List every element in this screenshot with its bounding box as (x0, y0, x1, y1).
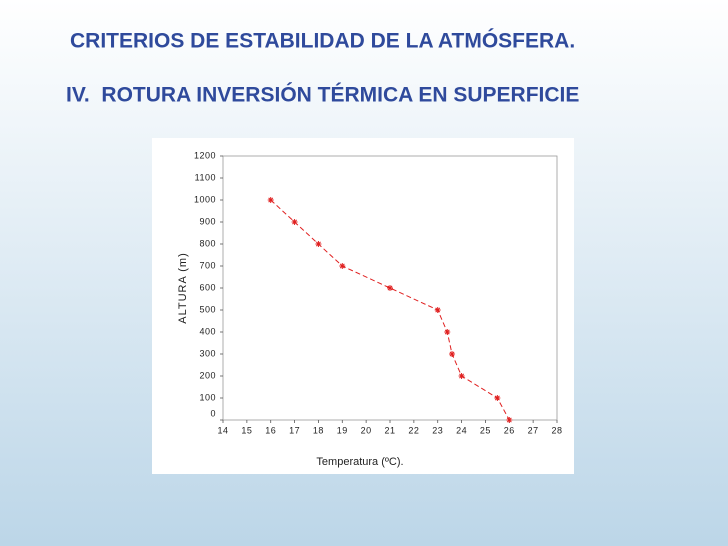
data-point (494, 395, 501, 401)
data-point (506, 417, 513, 423)
x-tick-label: 17 (289, 425, 300, 435)
y-tick-label: 400 (199, 326, 216, 336)
x-tick-label: 22 (408, 425, 419, 435)
x-tick-label: 19 (337, 425, 348, 435)
x-tick-label: 21 (384, 425, 395, 435)
chart-panel (152, 138, 574, 474)
y-tick-label: 300 (199, 348, 216, 358)
data-point (387, 285, 393, 291)
x-tick-label: 25 (480, 425, 491, 435)
x-axis-label: Temperatura (ºC). (316, 456, 403, 468)
slide-subtitle: IV. ROTURA INVERSIÓN TÉRMICA EN SUPERFIC… (66, 83, 579, 107)
y-tick-label: 900 (199, 216, 216, 226)
x-tick-label: 14 (217, 425, 228, 435)
data-point (434, 307, 441, 313)
x-tick-label: 16 (265, 425, 276, 435)
data-point (444, 329, 451, 335)
y-tick-label: 500 (199, 304, 216, 314)
y-tick-label: 100 (199, 392, 216, 402)
y-tick-label: 1200 (194, 150, 216, 160)
y-tick-label: 600 (199, 282, 216, 292)
data-point (267, 197, 274, 203)
x-tick-label: 26 (504, 425, 515, 435)
x-tick-label: 15 (241, 425, 252, 435)
y-tick-label: 1000 (194, 194, 216, 204)
x-tick-label: 27 (528, 425, 539, 435)
y-tick-label: 800 (199, 238, 216, 248)
data-point (291, 219, 298, 225)
y-tick-label: 1100 (195, 172, 216, 182)
data-point (315, 241, 322, 247)
y-axis-label: ALTURA (m) (177, 252, 189, 324)
slide-title: CRITERIOS DE ESTABILIDAD DE LA ATMÓSFERA… (70, 29, 575, 53)
y-tick-label: 700 (199, 260, 216, 270)
y-tick-label: 200 (199, 370, 216, 380)
x-tick-label: 18 (313, 425, 324, 435)
x-tick-label: 23 (432, 425, 443, 435)
y-tick-label: 0 (210, 408, 216, 418)
data-point (339, 263, 346, 269)
x-tick-label: 24 (456, 425, 467, 435)
data-point (449, 351, 456, 357)
data-point (458, 373, 465, 379)
x-tick-label: 28 (551, 425, 562, 435)
x-tick-label: 20 (361, 425, 372, 435)
